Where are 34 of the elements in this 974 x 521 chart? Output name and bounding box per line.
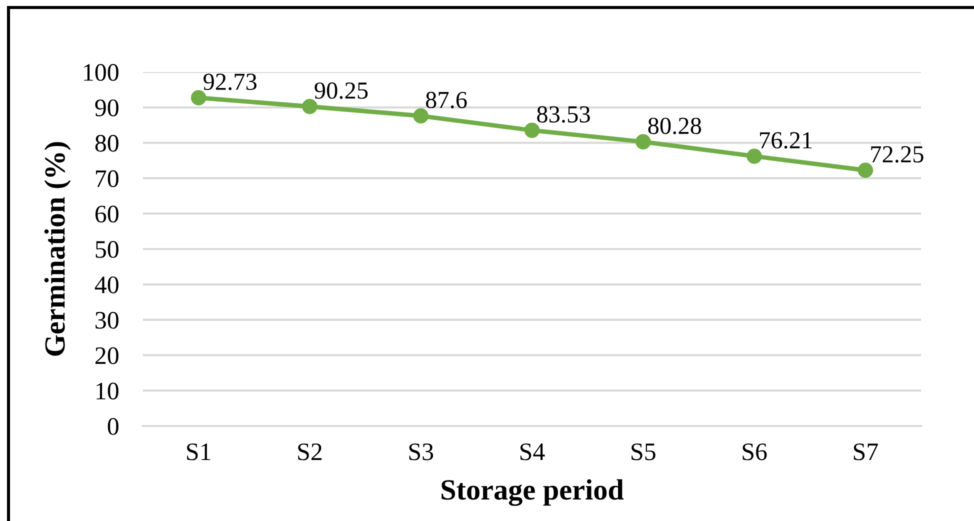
y-tick-label: 10: [96, 382, 118, 400]
data-label: 92.73: [204, 74, 256, 90]
y-tick-label: 30: [96, 312, 118, 329]
x-axis-title: Storage period: [442, 479, 624, 506]
point: [746, 148, 762, 164]
x-tick-label: S2: [298, 443, 322, 460]
y-tick-label: 90: [95, 99, 118, 116]
y-tick-label: 50: [96, 241, 118, 258]
point: [636, 134, 651, 150]
data-label: 76.21: [760, 132, 812, 149]
point: [858, 162, 874, 178]
y-tick-label: 40: [94, 276, 118, 294]
data-label: 90.25: [314, 82, 368, 99]
point: [190, 90, 206, 106]
x-tick-label: S7: [854, 443, 878, 460]
x-tick-label: S6: [742, 443, 767, 460]
data-label: 72.25: [871, 146, 924, 163]
y-tick-label: 70: [96, 170, 118, 188]
point: [524, 122, 540, 138]
x-tick-label: S4: [520, 443, 545, 460]
x-tick-label: S5: [632, 443, 656, 460]
point: [413, 108, 428, 124]
y-tick-label: 100: [84, 64, 118, 81]
y-tick-label: 60: [95, 206, 118, 223]
point: [302, 98, 318, 114]
data-label: 87.6: [426, 92, 467, 108]
x-tick-label: S3: [409, 443, 434, 460]
data-label: 80.28: [648, 118, 702, 134]
y-axis-title: Germination (%): [44, 142, 71, 356]
x-tick-label: S1: [187, 443, 210, 460]
y-tick-label: 20: [95, 347, 118, 364]
y-tick-label: 80: [95, 134, 118, 152]
y-tick-label: 0: [108, 418, 118, 435]
data-label: 83.53: [537, 106, 590, 123]
